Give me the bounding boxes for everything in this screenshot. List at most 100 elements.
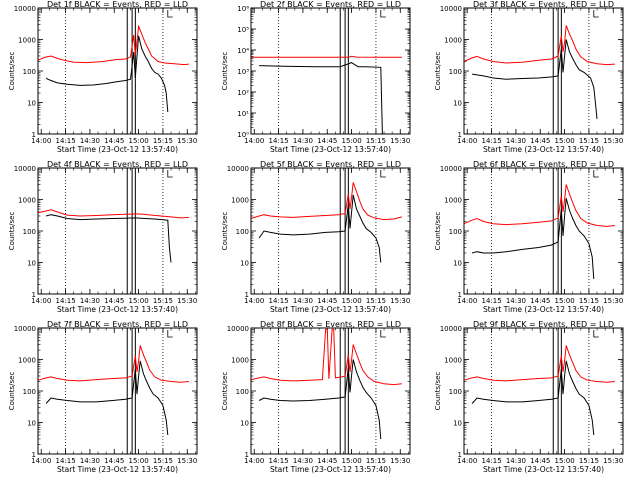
x-tick-label: 15:00 — [341, 137, 361, 145]
y-tick-label: 10000 — [14, 5, 36, 13]
x-tick-label: 14:45 — [530, 457, 550, 465]
x-axis-label: Start Time (23-Oct-12 13:57:40) — [270, 305, 391, 314]
x-tick-label: 14:00 — [457, 457, 477, 465]
x-tick-label: 14:30 — [293, 137, 313, 145]
events-series-line — [472, 39, 598, 120]
x-tick-label: 14:00 — [31, 457, 51, 465]
panel-7: Det 7f BLACK = Events, RED = LLD 1 10 100 10… — [8, 320, 198, 474]
y-tick-label: 1000 — [18, 357, 36, 365]
x-axis-label: Start Time (23-Oct-12 13:57:40) — [57, 145, 178, 154]
y-tick-label: 100 — [449, 228, 462, 236]
y-tick-label: 1000 — [444, 37, 462, 45]
bracket-marker — [593, 330, 599, 338]
panel-title: Det 2f BLACK = Events, RED = LLD — [260, 0, 401, 9]
y-tick-label: 100 — [449, 68, 462, 76]
x-tick-label: 14:15 — [268, 297, 288, 305]
x-tick-label: 15:15 — [153, 297, 173, 305]
bracket-marker — [167, 330, 173, 338]
x-tick-label: 14:00 — [31, 137, 51, 145]
y-tick-label: 10 — [453, 100, 462, 108]
x-tick-label: 14:30 — [506, 297, 526, 305]
y-tick-label: 10 — [240, 260, 249, 268]
y-tick-label: 10 — [453, 420, 462, 428]
y-tick-label: 10 — [453, 260, 462, 268]
y-tick-label: 10000 — [227, 165, 249, 173]
events-series-line — [259, 62, 383, 135]
x-tick-label: 15:30 — [603, 297, 623, 305]
x-tick-label: 14:45 — [317, 137, 337, 145]
x-tick-label: 14:30 — [80, 297, 100, 305]
y-tick-label: 100 — [23, 388, 36, 396]
x-tick-label: 15:15 — [366, 297, 386, 305]
y-tick-label: 1 — [458, 291, 462, 299]
x-tick-label: 15:00 — [128, 297, 148, 305]
plot-frame — [37, 167, 198, 295]
x-axis-label: Start Time (23-Oct-12 13:57:40) — [270, 145, 391, 154]
y-axis-label: Counts/sec — [434, 52, 442, 91]
x-tick-label: 14:00 — [457, 297, 477, 305]
y-tick-label: 1 — [458, 131, 462, 139]
y-tick-label: 1 — [32, 131, 36, 139]
lld-series-line — [37, 345, 189, 383]
x-tick-label: 14:45 — [317, 457, 337, 465]
y-axis-label: Counts/sec — [8, 52, 16, 91]
panel-2: Det 2f BLACK = Events, RED = LLD 10⁰ 10¹ 10… — [221, 0, 411, 154]
events-series-line — [471, 198, 595, 280]
y-tick-label: 10000 — [14, 165, 36, 173]
panel-5: Det 5f BLACK = Events, RED = LLD 1 10 100 10… — [221, 160, 411, 314]
lld-series-line — [37, 209, 189, 219]
x-tick-label: 15:15 — [153, 457, 173, 465]
plot-frame — [37, 7, 198, 135]
x-tick-label: 14:15 — [55, 457, 75, 465]
lld-series-line — [37, 24, 189, 66]
x-tick-label: 15:15 — [579, 297, 599, 305]
y-tick-label: 1000 — [18, 37, 36, 45]
y-tick-label: 10000 — [440, 165, 462, 173]
y-tick-label: 100 — [236, 388, 249, 396]
lld-series-line — [463, 184, 615, 227]
x-axis-label: Start Time (23-Oct-12 13:57:40) — [57, 305, 178, 314]
y-tick-label: 1000 — [444, 197, 462, 205]
y-tick-label: 10000 — [14, 325, 36, 333]
y-axis-label: Counts/sec — [434, 212, 442, 251]
x-tick-label: 14:00 — [31, 297, 51, 305]
y-tick-label: 10000 — [440, 325, 462, 333]
x-tick-label: 14:00 — [457, 137, 477, 145]
x-tick-label: 14:15 — [481, 457, 501, 465]
y-tick-label: 1 — [32, 291, 36, 299]
panel-6: Det 6f BLACK = Events, RED = LLD 1 10 100 10… — [434, 160, 624, 314]
x-tick-label: 14:15 — [268, 457, 288, 465]
y-tick-label: 10⁴ — [237, 47, 249, 55]
panel-title: Det 3f BLACK = Events, RED = LLD — [473, 0, 614, 9]
plot-frame — [250, 7, 411, 135]
x-tick-label: 15:00 — [554, 297, 574, 305]
bracket-marker — [380, 170, 386, 178]
plot-frame — [37, 327, 198, 455]
x-tick-label: 14:00 — [244, 457, 264, 465]
y-tick-label: 10² — [237, 89, 249, 97]
panel-title: Det 6f BLACK = Events, RED = LLD — [473, 160, 614, 169]
x-tick-label: 15:15 — [579, 137, 599, 145]
x-axis-label: Start Time (23-Oct-12 13:57:40) — [57, 465, 178, 474]
panel-title: Det 9f BLACK = Events, RED = LLD — [473, 320, 614, 329]
events-series-line — [258, 359, 382, 440]
x-tick-label: 15:30 — [603, 457, 623, 465]
x-tick-label: 15:30 — [390, 137, 410, 145]
y-axis-label: Counts/sec — [8, 212, 16, 251]
panel-title: Det 5f BLACK = Events, RED = LLD — [260, 160, 401, 169]
x-tick-label: 14:45 — [104, 457, 124, 465]
y-tick-label: 1 — [245, 451, 249, 459]
y-tick-label: 1000 — [231, 357, 249, 365]
x-tick-label: 15:30 — [390, 457, 410, 465]
x-axis-label: Start Time (23-Oct-12 13:57:40) — [270, 465, 391, 474]
plot-frame — [250, 327, 411, 455]
panel-9: Det 9f BLACK = Events, RED = LLD 1 10 100 10… — [434, 320, 624, 474]
events-series-line — [45, 214, 172, 263]
x-tick-label: 14:30 — [506, 137, 526, 145]
y-axis-label: Counts/sec — [221, 372, 229, 411]
x-tick-label: 15:00 — [341, 297, 361, 305]
x-tick-label: 14:15 — [55, 137, 75, 145]
y-tick-label: 10⁶ — [237, 5, 249, 13]
lld-series-line — [463, 345, 615, 383]
x-tick-label: 14:00 — [244, 297, 264, 305]
